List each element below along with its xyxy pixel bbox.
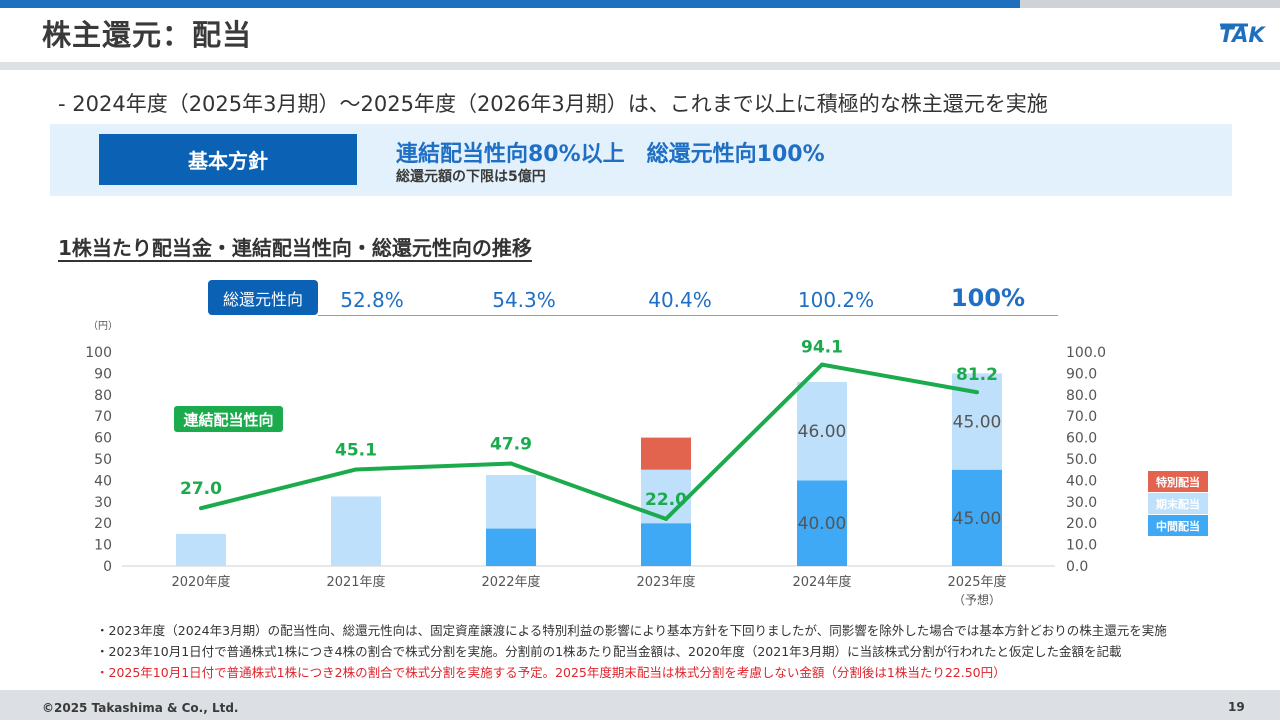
bar-segment [797, 480, 847, 566]
total-return-value-emphasis: 100% [950, 284, 1026, 312]
payout-ratio-line [200, 362, 978, 521]
payout-ratio-label: 47.9 [490, 434, 532, 454]
total-return-divider [318, 315, 1058, 316]
payout-ratio-point [975, 390, 979, 395]
y-tick-right: 40.0 [1066, 473, 1097, 489]
policy-sub-text: 総還元額の下限は5億円 [396, 169, 546, 185]
payout-ratio-label: 22.0 [645, 490, 687, 510]
x-tick-label: 2024年度 [792, 574, 851, 590]
payout-ratio-label: 45.1 [335, 440, 377, 460]
y-tick-right: 70.0 [1066, 409, 1097, 425]
top-accent-bar-grey [1020, 0, 1280, 8]
bar-segment [176, 533, 226, 566]
copyright: ©2025 Takashima & Co., Ltd. [42, 701, 239, 715]
policy-main-text: 連結配当性向80%以上 総還元性向100% [396, 142, 825, 167]
payout-ratio-label: 81.2 [956, 365, 998, 385]
bar-segment [641, 437, 691, 470]
payout-ratio-badge-label: 連結配当性向 [183, 411, 273, 429]
intro-text: - 2024年度（2025年3月期）～2025年度（2026年3月期）は、これま… [58, 92, 1048, 116]
bar-value-label: 45.00 [953, 413, 1002, 433]
payout-ratio-point [354, 467, 358, 472]
note-3: ・2025年10月1日付で普通株式1株につき2株の割合で株式分割を実施する予定。… [96, 665, 1006, 680]
y-tick-left: 0 [103, 559, 112, 575]
legend-label: 特別配当 [1156, 475, 1200, 489]
payout-ratio-label: 27.0 [180, 479, 222, 499]
y-tick-left: 10 [94, 538, 112, 554]
y-tick-left: 40 [94, 473, 112, 489]
company-logo: TAK [1219, 23, 1266, 47]
legend-swatch [1148, 515, 1208, 536]
bar-segment [797, 381, 847, 481]
y-tick-right: 10.0 [1066, 538, 1097, 554]
y-tick-right: 0.0 [1066, 559, 1088, 575]
y-axis-unit: （円） [88, 320, 118, 332]
bar-segment [331, 496, 381, 566]
bar-segment [486, 528, 536, 566]
y-tick-left: 50 [94, 452, 112, 468]
y-tick-left: 100 [85, 345, 112, 361]
y-tick-right: 60.0 [1066, 431, 1097, 447]
section-title: 1株当たり配当金・連結配当性向・総還元性向の推移 [58, 236, 532, 260]
payout-ratio-point [664, 516, 668, 521]
y-tick-right: 30.0 [1066, 495, 1097, 511]
svg-text:TAK: TAK [1219, 23, 1266, 47]
y-tick-right: 20.0 [1066, 516, 1097, 532]
y-tick-left: 90 [94, 366, 112, 382]
legend-label: 期末配当 [1156, 497, 1200, 511]
y-tick-left: 30 [94, 495, 112, 511]
note-2: ・2023年10月1日付で普通株式1株につき4株の割合で株式分割を実施。分割前の… [96, 644, 1122, 659]
header-divider [0, 62, 1280, 70]
y-tick-left: 20 [94, 516, 112, 532]
payout-ratio-point [199, 506, 203, 511]
page-number: 19 [1228, 700, 1245, 714]
x-tick-label: 2020年度 [171, 574, 230, 590]
y-tick-left: 80 [94, 388, 112, 404]
y-tick-right: 100.0 [1066, 345, 1106, 361]
total-return-label: 総還元性向 [208, 280, 318, 315]
bar-segment [486, 475, 536, 529]
total-return-value: 40.4% [648, 288, 712, 312]
total-return-value: 100.2% [797, 288, 875, 312]
legend-label: 中間配当 [1156, 519, 1200, 533]
x-tick-label: 2022年度 [481, 574, 540, 590]
x-tick-label: 2021年度 [326, 574, 385, 590]
footer-bar [0, 690, 1280, 720]
top-accent-bar [0, 0, 1280, 8]
legend-swatch [1148, 471, 1208, 492]
bar-segment [952, 469, 1002, 566]
x-tick-note: （予想） [953, 592, 1001, 607]
payout-ratio-label: 94.1 [801, 338, 843, 358]
y-tick-right: 80.0 [1066, 388, 1097, 404]
total-return-value: 52.8% [340, 288, 404, 312]
bar-value-label: 40.00 [798, 514, 847, 534]
legend-swatch [1148, 493, 1208, 514]
notes: ・2023年度（2024年3月期）の配当性向、総還元性向は、固定資産譲渡による特… [96, 620, 1167, 683]
payout-ratio-point [509, 461, 513, 466]
bar-segment [641, 523, 691, 566]
note-1: ・2023年度（2024年3月期）の配当性向、総還元性向は、固定資産譲渡による特… [96, 623, 1167, 638]
y-tick-left: 60 [94, 431, 112, 447]
total-return-value: 54.3% [492, 288, 556, 312]
y-tick-right: 90.0 [1066, 366, 1097, 382]
y-tick-right: 50.0 [1066, 452, 1097, 468]
policy-label: 基本方針 [99, 134, 357, 185]
payout-ratio-point [820, 362, 824, 367]
y-tick-left: 70 [94, 409, 112, 425]
bar-value-label: 45.00 [953, 509, 1002, 529]
payout-ratio-badge [174, 406, 283, 432]
x-tick-label: 2023年度 [636, 574, 695, 590]
page-title: 株主還元：配当 [42, 18, 253, 52]
bar-value-label: 46.00 [798, 422, 847, 442]
x-tick-label: 2025年度 [947, 574, 1006, 590]
